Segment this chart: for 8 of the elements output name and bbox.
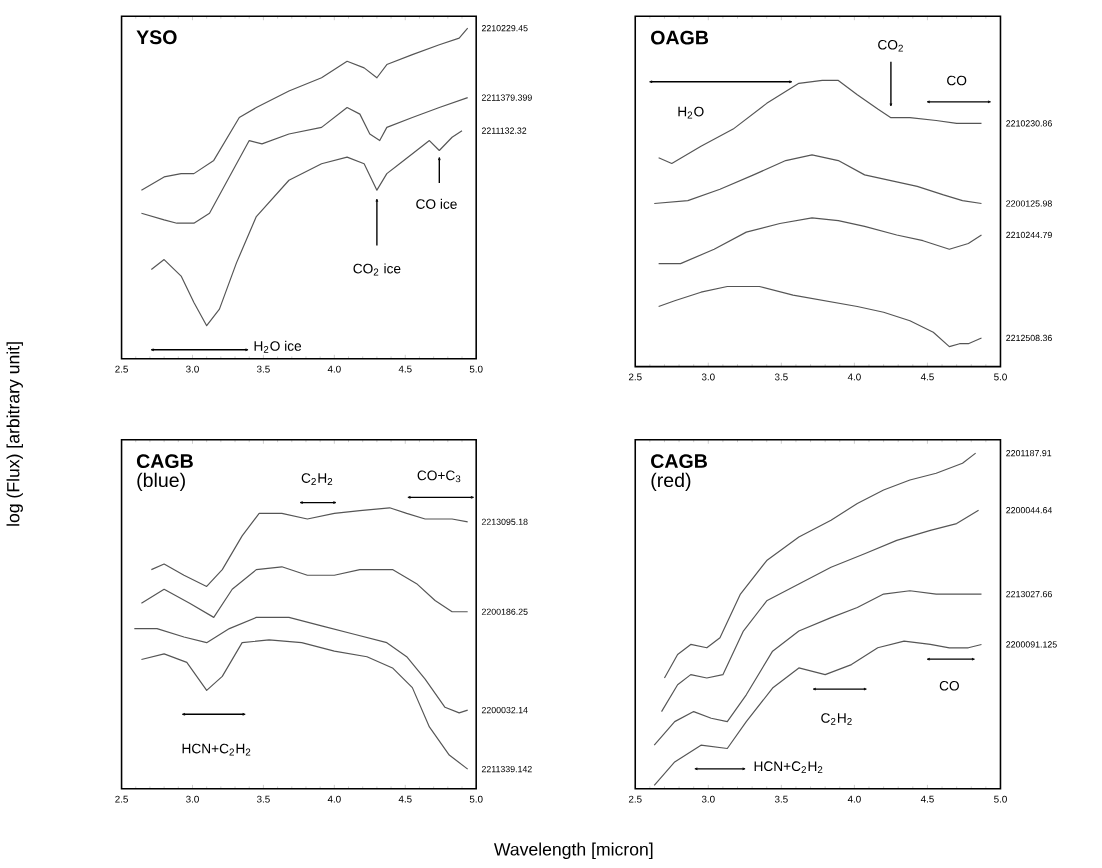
- chart-subtitle: (blue): [137, 472, 185, 491]
- text: (red): [651, 472, 691, 491]
- chart-title: CAGB: [136, 454, 193, 469]
- y-axis-title: log (Flux) [arbitrary unit]: [6, 342, 23, 526]
- chart-title: YSO: [136, 30, 177, 45]
- x-axis-title: Wavelength [micron]: [493, 842, 653, 860]
- chart-title: CAGB: [651, 454, 707, 469]
- chart-title: OAGB: [651, 30, 709, 45]
